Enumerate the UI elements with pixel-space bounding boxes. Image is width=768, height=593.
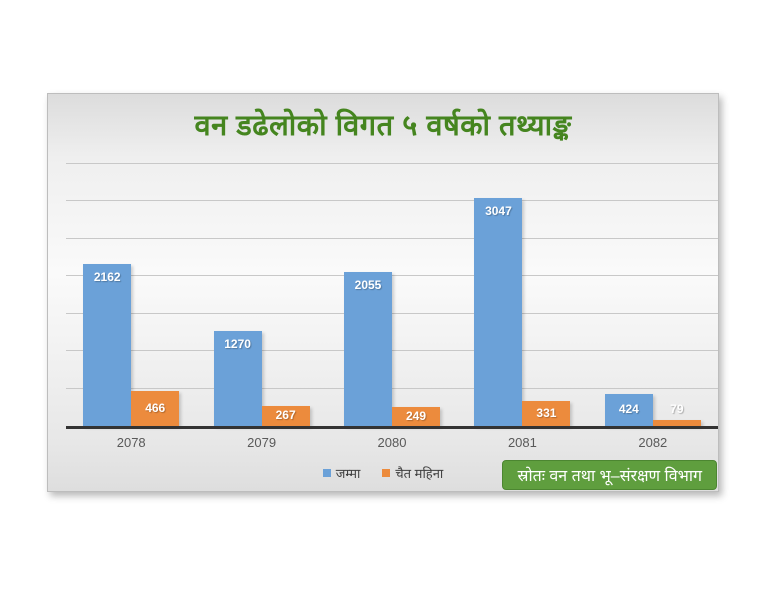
x-axis-label-2079: 2079: [247, 435, 277, 450]
bar-group-2080: 2055 249: [327, 164, 457, 426]
bar-jamma-2081: 3047: [474, 197, 523, 426]
bar-value-label-jamma-2082: 424: [618, 402, 639, 417]
bar-jamma-2080: 2055: [344, 272, 393, 426]
gridline-3500: [66, 163, 718, 164]
bar-value-label-chait-mahina-2080: 249: [406, 408, 427, 423]
bar-value-label-jamma-2080: 2055: [354, 278, 382, 293]
x-axis-label-2080: 2080: [377, 435, 407, 450]
legend-label-jamma: जम्मा: [335, 466, 361, 481]
plot-area: 2162 466 1270 267 2055 249 3047 331 424 79: [66, 163, 718, 426]
bar-group-2081: 3047 331: [457, 164, 587, 426]
bar-chait-mahina-2082: 79: [652, 402, 701, 426]
bar-value-label-chait-mahina-2081: 331: [536, 405, 557, 420]
source-text: स्रोतः वन तथा भू–संरक्षण विभाग: [517, 468, 702, 485]
x-axis-label-2078: 2078: [116, 435, 146, 450]
x-axis-line: [66, 426, 718, 429]
chart-panel: वन डढेलोको विगत ५ वर्षको तथ्याङ्क 2162 46…: [47, 93, 719, 492]
bar-value-label-jamma-2078: 2162: [93, 270, 121, 285]
bar-jamma-2079: 1270: [213, 330, 262, 426]
legend-label-chait-mahina: चैत महिना: [395, 466, 444, 481]
source-box: स्रोतः वन तथा भू–संरक्षण विभाग: [502, 460, 717, 490]
legend: जम्मा चैत महिना: [48, 464, 718, 482]
bar-value-label-jamma-2079: 1270: [224, 336, 251, 351]
x-axis-label-2081: 2081: [507, 435, 537, 450]
legend-marker-jamma: [322, 469, 331, 477]
bar-group-2079: 1270 267: [196, 164, 326, 426]
bar-jamma-2078: 2162: [83, 264, 132, 426]
bars-row: 2162 466 1270 267 2055 249 3047 331 424 79: [66, 164, 718, 426]
x-axis-label-2082: 2082: [638, 435, 668, 450]
legend-marker-chait-mahina: [382, 469, 391, 477]
bar-chait-mahina-2080: 249: [392, 407, 441, 426]
bar-chait-mahina-2078: 466: [131, 391, 180, 426]
gridline-2500: [66, 237, 718, 239]
gridline-3000: [66, 200, 718, 202]
chart-title: वन डढेलोको विगत ५ वर्षको तथ्याङ्क: [194, 110, 572, 142]
bar-value-label-chait-mahina-2079: 267: [275, 408, 296, 422]
bar-chait-mahina-2079: 267: [261, 406, 310, 426]
x-axis-labels: 2078 2079 2080 2081 2082: [66, 435, 718, 450]
bar-chait-mahina-2081: 331: [522, 401, 571, 426]
bar-jamma-2082: 424: [604, 394, 653, 426]
bar-group-2082: 424 79: [588, 164, 718, 426]
bar-value-label-jamma-2081: 3047: [485, 203, 512, 218]
bar-group-2078: 2162 466: [66, 164, 196, 426]
bar-value-label-chait-mahina-2082: 79: [670, 402, 684, 417]
legend-item-jamma: जम्मा: [322, 464, 361, 482]
bar-value-label-chait-mahina-2078: 466: [145, 400, 166, 415]
legend-item-chait-mahina: चैत महिना: [382, 464, 443, 482]
